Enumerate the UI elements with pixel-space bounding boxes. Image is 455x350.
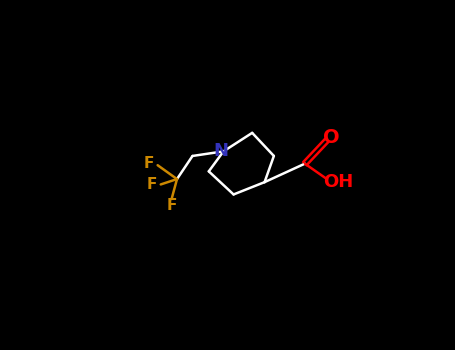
Text: OH: OH <box>323 173 354 191</box>
Text: N: N <box>213 142 228 160</box>
Text: F: F <box>146 177 157 192</box>
Text: F: F <box>143 156 153 171</box>
Text: O: O <box>323 128 339 147</box>
Text: F: F <box>167 198 177 213</box>
